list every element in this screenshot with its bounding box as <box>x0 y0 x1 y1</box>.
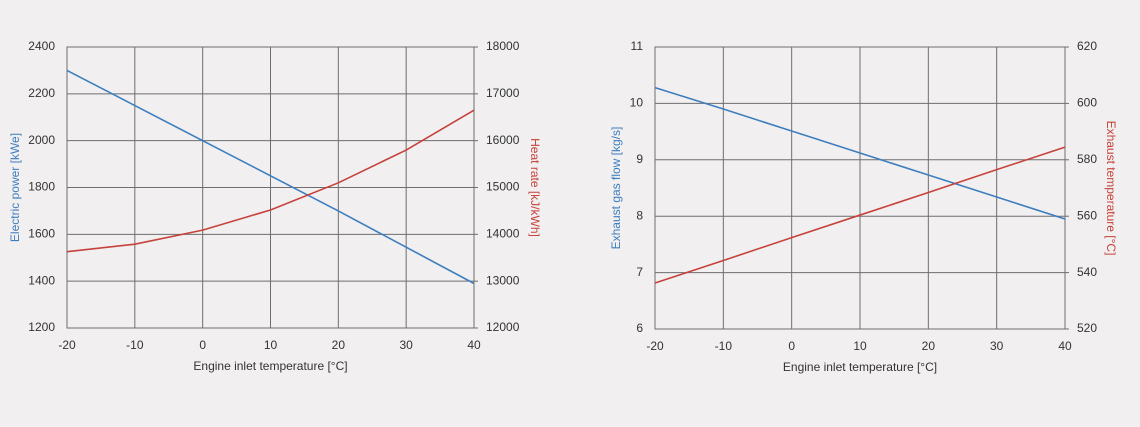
chart-panel: 6 7 8 9 10 11 520 540 560 580 600 620 -20 -10 0 10 20 30 4… <box>609 39 1118 374</box>
y2-tick-label: 540 <box>1077 265 1097 279</box>
y-tick-label: 1800 <box>28 180 55 194</box>
x-axis-label: Engine inlet temperature [°C] <box>193 359 347 373</box>
x-tick-label: 0 <box>788 339 795 353</box>
y2-tick-label: 620 <box>1077 39 1097 53</box>
chart-panel: 1200 1400 1600 1800 2000 2200 2400 12000 13000 14… <box>8 39 542 373</box>
y-tick-label: 8 <box>636 208 643 222</box>
data-line <box>66 109 475 253</box>
x-tick-label: 10 <box>264 338 278 352</box>
y2-tick-label: 600 <box>1077 96 1097 110</box>
y2-tick-label: 15000 <box>486 180 520 194</box>
y-tick-label: 9 <box>636 152 643 166</box>
x-tick-label: 0 <box>199 338 206 352</box>
y-tick-label: 1200 <box>28 320 55 334</box>
y2-tick-label: 18000 <box>486 39 520 53</box>
y-axis-label: Exhaust gas flow [kg/s] <box>609 127 623 250</box>
y2-tick-label: 12000 <box>486 320 520 334</box>
y2-tick-label: 14000 <box>486 227 520 241</box>
y2-tick-label: 13000 <box>486 273 520 287</box>
x-tick-label: -10 <box>126 338 144 352</box>
y-tick-label: 10 <box>630 96 644 110</box>
x-tick-label: 20 <box>922 339 936 353</box>
x-tick-label: -20 <box>58 338 76 352</box>
y2-tick-label: 520 <box>1077 321 1097 335</box>
y-tick-label: 7 <box>636 265 643 279</box>
y-tick-label: 1400 <box>28 273 55 287</box>
y2-tick-label: 17000 <box>486 86 520 100</box>
x-tick-label: 30 <box>399 338 413 352</box>
y-tick-label: 2000 <box>28 133 55 147</box>
x-axis-label: Engine inlet temperature [°C] <box>783 360 937 374</box>
y2-tick-label: 16000 <box>486 133 520 147</box>
y2-tick-label: 580 <box>1077 152 1097 166</box>
data-line <box>654 146 1066 284</box>
x-tick-label: 10 <box>853 339 867 353</box>
y2-axis-label: Exhaust temperature [°C] <box>1104 121 1118 256</box>
y-tick-label: 2200 <box>28 86 55 100</box>
x-tick-label: 30 <box>990 339 1004 353</box>
x-tick-label: 40 <box>1058 339 1072 353</box>
y2-axis-label: Heat rate [kJ/kWh] <box>528 138 542 237</box>
y-tick-label: 6 <box>636 321 643 335</box>
y-tick-label: 2400 <box>28 39 55 53</box>
x-tick-label: -20 <box>646 339 664 353</box>
plot-frame <box>66 46 475 329</box>
y-tick-label: 1600 <box>28 227 55 241</box>
data-line <box>66 69 475 285</box>
y-axis-label: Electric power [kWe] <box>8 133 22 242</box>
plot-frame <box>654 46 1066 330</box>
y-tick-label: 11 <box>631 39 644 53</box>
y2-tick-label: 560 <box>1077 208 1097 222</box>
x-tick-label: 20 <box>332 338 346 352</box>
x-tick-label: -10 <box>715 339 733 353</box>
data-line <box>654 86 1066 220</box>
x-tick-label: 40 <box>467 338 481 352</box>
